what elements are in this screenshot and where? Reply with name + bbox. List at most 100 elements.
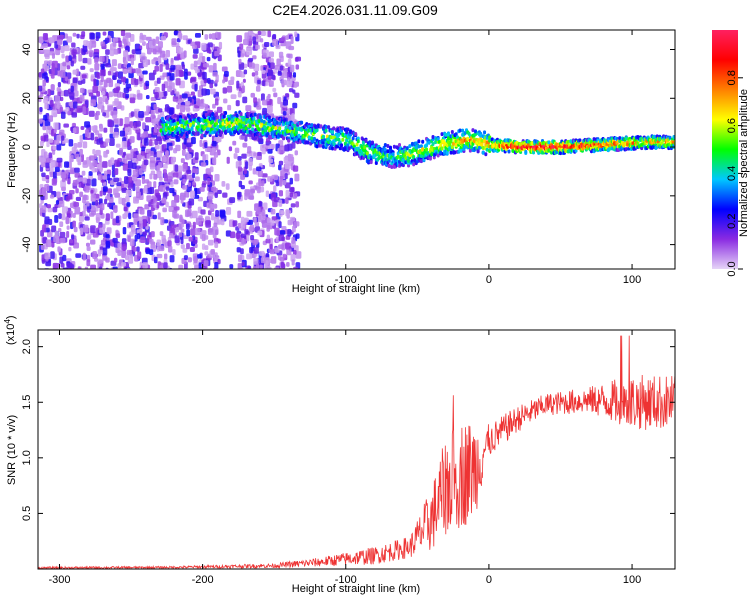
signal-cell <box>337 132 341 137</box>
signal-cell <box>477 145 481 150</box>
noise-cell <box>210 212 215 221</box>
noise-cell <box>256 105 262 110</box>
noise-cell <box>186 142 192 148</box>
noise-cell <box>54 215 59 223</box>
noise-cell <box>133 110 138 117</box>
signal-cell <box>578 138 582 143</box>
noise-cell <box>232 220 238 227</box>
signal-cell <box>175 134 179 139</box>
signal-cell <box>441 139 445 144</box>
signal-cell <box>182 133 186 138</box>
noise-cell <box>243 69 248 75</box>
noise-cell <box>78 181 85 188</box>
noise-cell <box>137 132 141 141</box>
noise-cell <box>193 255 198 264</box>
noise-cell <box>151 109 155 117</box>
signal-cell <box>392 144 396 149</box>
noise-cell <box>108 79 114 88</box>
noise-cell <box>121 197 126 206</box>
snr-frame <box>37 329 676 570</box>
noise-cell <box>65 55 70 63</box>
signal-cell <box>229 131 233 136</box>
noise-cell <box>41 172 46 177</box>
noise-cell <box>80 154 84 162</box>
noise-cell <box>84 185 90 193</box>
noise-cell <box>48 152 53 159</box>
noise-cell <box>278 164 282 171</box>
noise-cell <box>135 68 141 74</box>
noise-cell <box>135 48 142 55</box>
noise-cell <box>170 181 174 188</box>
noise-cell <box>124 176 129 184</box>
noise-cell <box>259 38 264 43</box>
noise-cell <box>145 80 150 87</box>
noise-cell <box>182 247 188 253</box>
noise-cell <box>240 174 245 180</box>
noise-cell <box>156 77 161 84</box>
noise-cell <box>261 209 266 217</box>
noise-cell <box>130 148 134 155</box>
noise-cell <box>109 138 115 146</box>
noise-cell <box>97 103 103 110</box>
noise-cell <box>267 30 272 38</box>
noise-cell <box>135 186 140 194</box>
noise-cell <box>105 49 110 55</box>
noise-cell <box>214 174 220 182</box>
noise-cell <box>68 91 75 98</box>
y-tick-label: 20 <box>21 92 33 104</box>
noise-cell <box>130 111 135 117</box>
noise-cell <box>160 36 167 41</box>
noise-cell <box>127 67 132 74</box>
noise-cell <box>84 216 90 221</box>
noise-cell <box>237 50 241 58</box>
noise-cell <box>162 169 167 175</box>
noise-cell <box>51 240 55 248</box>
noise-cell <box>158 108 163 113</box>
noise-cell <box>270 62 275 70</box>
noise-cell <box>244 134 248 142</box>
noise-cell <box>136 246 140 252</box>
noise-cell <box>180 195 184 204</box>
noise-cell <box>149 186 155 194</box>
noise-cell <box>165 186 170 191</box>
noise-cell <box>181 93 188 99</box>
noise-cell <box>47 207 53 213</box>
noise-cell <box>94 63 100 71</box>
noise-cell <box>188 198 195 206</box>
noise-cell <box>61 186 66 191</box>
noise-cell <box>72 127 77 134</box>
noise-cell <box>91 201 96 206</box>
noise-cell <box>131 49 136 54</box>
signal-cell <box>315 144 319 149</box>
noise-cell <box>117 250 122 256</box>
noise-cell <box>249 30 254 36</box>
signal-cell <box>253 112 257 117</box>
noise-cell <box>260 93 265 102</box>
signal-cell <box>507 149 511 154</box>
noise-cell <box>66 225 70 230</box>
noise-cell <box>53 128 57 133</box>
noise-cell <box>277 71 282 76</box>
signal-cell <box>363 145 367 150</box>
noise-cell <box>83 40 89 47</box>
noise-cell <box>70 60 74 67</box>
noise-cell <box>159 64 163 72</box>
signal-cell <box>383 147 387 152</box>
noise-cell <box>187 182 192 187</box>
noise-cell <box>117 63 123 69</box>
signal-cell <box>264 128 268 133</box>
noise-cell <box>282 179 287 185</box>
x-tick-label: -300 <box>48 274 70 286</box>
noise-cell <box>245 161 249 169</box>
noise-cell <box>193 60 198 68</box>
noise-cell <box>295 251 302 259</box>
noise-cell <box>56 157 63 163</box>
noise-cell <box>129 97 136 104</box>
signal-cell <box>419 154 423 159</box>
signal-cell <box>468 148 472 153</box>
noise-cell <box>292 249 297 256</box>
noise-cell <box>266 217 271 223</box>
noise-cell <box>172 96 179 102</box>
noise-cell <box>257 30 262 36</box>
noise-cell <box>195 68 200 74</box>
